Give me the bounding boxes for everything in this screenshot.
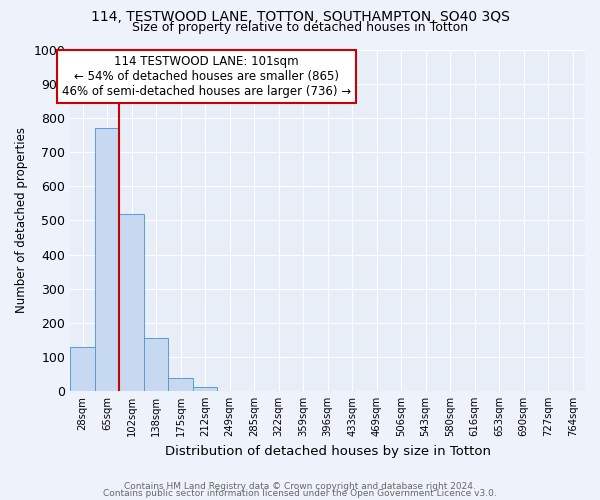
Bar [70, 346, 95, 391]
Text: Contains HM Land Registry data © Crown copyright and database right 2024.: Contains HM Land Registry data © Crown c… [124, 482, 476, 491]
Text: Size of property relative to detached houses in Totton: Size of property relative to detached ho… [132, 21, 468, 34]
Text: Contains public sector information licensed under the Open Government Licence v3: Contains public sector information licen… [103, 490, 497, 498]
Bar [169, 378, 193, 391]
X-axis label: Distribution of detached houses by size in Totton: Distribution of detached houses by size … [164, 444, 491, 458]
Text: 114, TESTWOOD LANE, TOTTON, SOUTHAMPTON, SO40 3QS: 114, TESTWOOD LANE, TOTTON, SOUTHAMPTON,… [91, 10, 509, 24]
Bar [193, 387, 217, 391]
Bar [95, 128, 119, 391]
Bar [144, 338, 169, 391]
Y-axis label: Number of detached properties: Number of detached properties [15, 128, 28, 314]
Text: 114 TESTWOOD LANE: 101sqm
← 54% of detached houses are smaller (865)
46% of semi: 114 TESTWOOD LANE: 101sqm ← 54% of detac… [62, 55, 351, 98]
Bar [119, 214, 144, 391]
